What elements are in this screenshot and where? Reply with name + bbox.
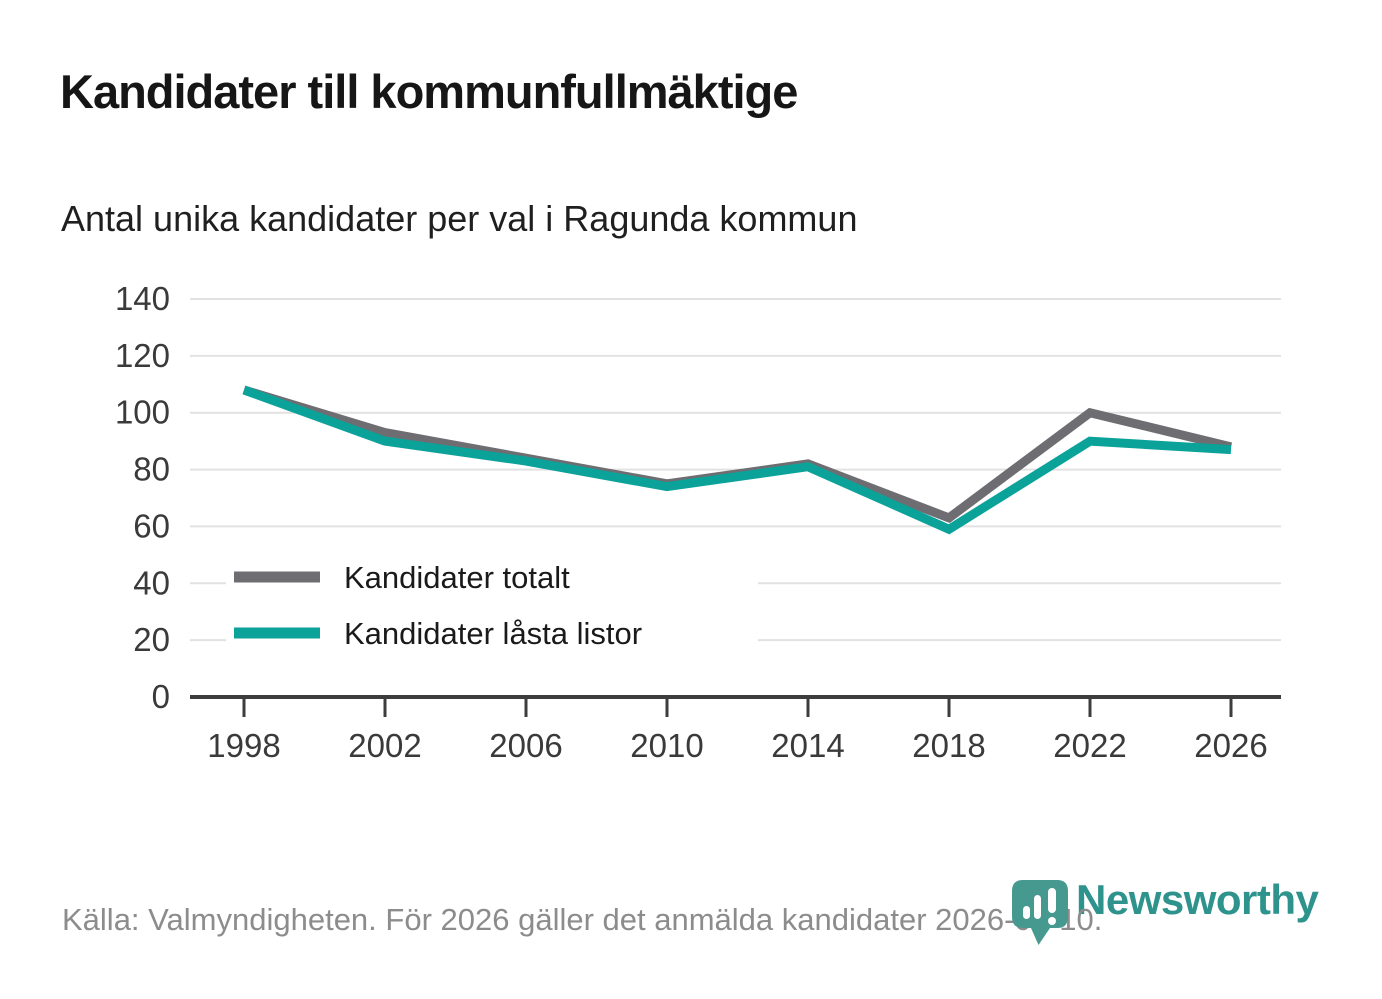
y-tick-label: 100: [115, 394, 170, 431]
y-tick-label: 80: [133, 451, 170, 488]
x-tick-label: 2002: [348, 727, 421, 764]
bar-chart-bar-tall: [1048, 888, 1056, 913]
source-note: Källa: Valmyndigheten. För 2026 gäller d…: [62, 902, 1103, 937]
y-tick-label: 140: [115, 280, 170, 317]
y-tick-label: 40: [133, 564, 170, 601]
line-chart-canvas: 0 20 40 60 80 100 120 140 Kandidater totalt Kandi…: [115, 280, 1281, 764]
legend-label: Kandidater låsta listor: [344, 616, 642, 651]
legend-label: Kandidater totalt: [344, 560, 570, 595]
y-tick-label: 0: [152, 678, 170, 715]
line-chart: 0 20 40 60 80 100 120 140 Kandidater totalt Kandi…: [0, 270, 1382, 780]
chart-subtitle: Antal unika kandidater per val i Ragunda…: [61, 198, 858, 239]
exclamation-dot: [1048, 917, 1056, 925]
y-tick-label: 120: [115, 337, 170, 374]
y-tick-label: 60: [133, 507, 170, 544]
x-tick-label: 1998: [207, 727, 280, 764]
y-tick-label: 20: [133, 621, 170, 658]
legend-background: [226, 552, 758, 658]
series-line-kandidater-l-sta-listor: [242, 385, 1232, 535]
x-tick-label: 2014: [771, 727, 844, 764]
newsworthy-wordmark: Newsworthy: [1076, 876, 1319, 923]
series-line-kandidater-totalt: [242, 385, 1233, 523]
x-tick-label: 2006: [489, 727, 562, 764]
bar-chart-bar-medium: [1034, 895, 1041, 919]
x-tick-label: 2022: [1053, 727, 1126, 764]
chart-title: Kandidater till kommunfullmäktige: [60, 65, 798, 118]
x-tick-label: 2010: [630, 727, 703, 764]
x-tick-label: 2026: [1194, 727, 1267, 764]
newsworthy-pin-icon: [1012, 880, 1068, 945]
x-tick-label: 2018: [912, 727, 985, 764]
bar-chart-bar-small: [1023, 906, 1030, 919]
